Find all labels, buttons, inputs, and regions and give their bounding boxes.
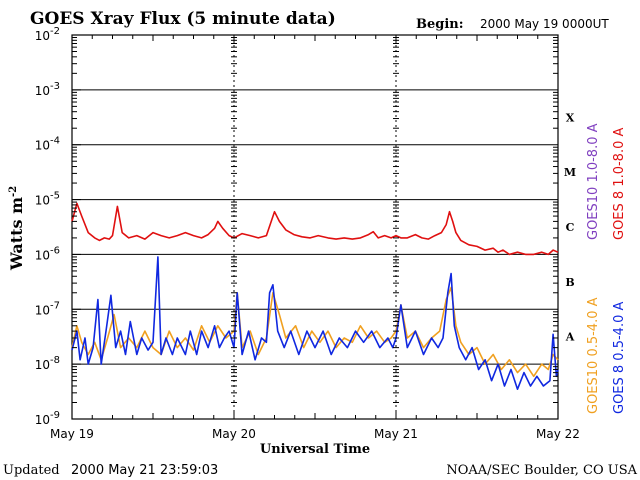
series-line bbox=[71, 202, 559, 256]
y-tick-label: 10-5 bbox=[35, 191, 60, 208]
y-tick-label: 10-2 bbox=[35, 26, 60, 43]
x-axis-label: Universal Time bbox=[260, 442, 370, 457]
credit-text: NOAA/SEC Boulder, CO USA bbox=[446, 463, 637, 478]
y-axis-label-text: Watts m bbox=[7, 197, 26, 271]
y-axis-label-sup: -2 bbox=[8, 186, 19, 197]
updated-label: Updated bbox=[3, 463, 60, 478]
x-tick-label: May 19 bbox=[50, 427, 94, 441]
x-tick-label: May 22 bbox=[536, 427, 580, 441]
series-line bbox=[71, 256, 559, 390]
y-tick-label: 10-3 bbox=[35, 81, 60, 98]
y-tick-label: 10-9 bbox=[35, 410, 60, 427]
legend-label: GOES 8 0.5-4.0 A bbox=[612, 302, 627, 414]
y-tick-label: 10-6 bbox=[35, 245, 60, 262]
series-layer bbox=[71, 202, 559, 390]
flare-class-label: M bbox=[564, 166, 576, 179]
series-line bbox=[71, 286, 559, 378]
legend-label: GOES 8 1.0-8.0 A bbox=[612, 128, 627, 240]
y-tick-label: 10-7 bbox=[35, 300, 60, 317]
chart-title: GOES Xray Flux (5 minute data) bbox=[30, 9, 336, 29]
flare-class-label: A bbox=[565, 331, 575, 344]
flare-class-label: C bbox=[566, 221, 575, 234]
flare-class-label: X bbox=[566, 111, 575, 124]
legend-label: GOES10 0.5-4.0 A bbox=[586, 297, 601, 414]
y-tick-label: 10-4 bbox=[35, 136, 60, 153]
x-tick-label: May 20 bbox=[212, 427, 256, 441]
x-tick-label: May 21 bbox=[374, 427, 418, 441]
begin-value: 2000 May 19 0000UT bbox=[480, 17, 609, 31]
y-tick-label: 10-8 bbox=[35, 355, 60, 372]
y-axis-label: Watts m-2 bbox=[7, 186, 26, 271]
updated-value: 2000 May 21 23:59:03 bbox=[71, 463, 218, 478]
flare-class-label: B bbox=[565, 276, 574, 289]
svg-text:Watts m-2: Watts m-2 bbox=[7, 186, 26, 271]
begin-label: Begin: bbox=[416, 17, 464, 32]
legend-label: GOES10 1.0-8.0 A bbox=[586, 123, 601, 240]
